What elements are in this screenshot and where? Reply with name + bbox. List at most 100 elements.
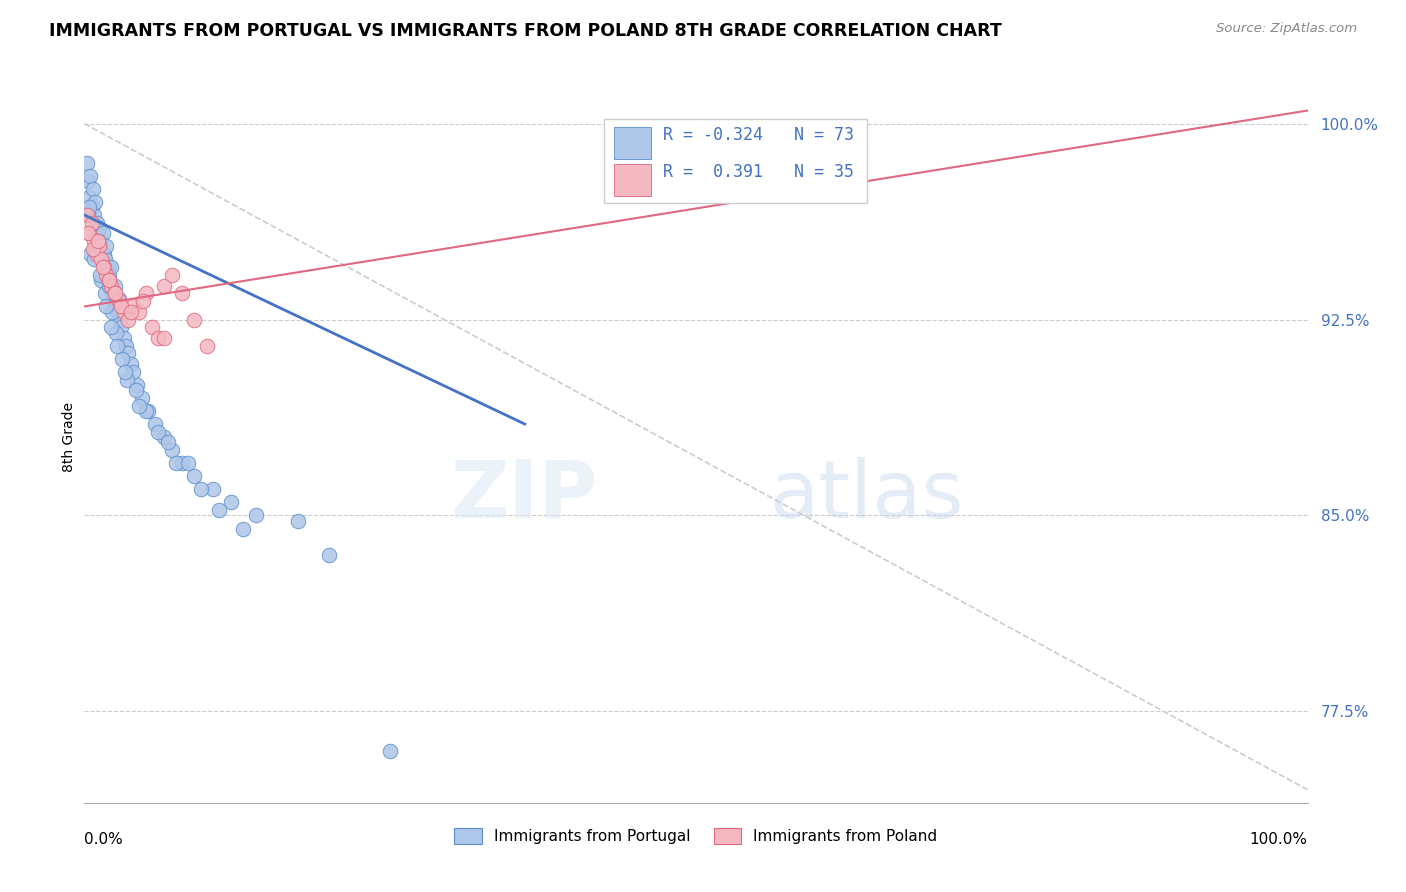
Point: [177, 456, 200, 470]
Point: [82, 242, 104, 256]
Point: [135, 286, 157, 301]
Point: [114, 365, 136, 379]
Point: [115, 339, 138, 353]
Point: [183, 312, 205, 326]
Point: [190, 483, 212, 497]
Text: 0.0%: 0.0%: [84, 832, 124, 847]
Point: [111, 351, 134, 366]
Point: [162, 268, 184, 282]
Point: [110, 300, 132, 314]
Text: R = -0.324: R = -0.324: [664, 126, 763, 144]
Point: [77, 190, 100, 204]
Point: [83, 234, 105, 248]
Point: [115, 373, 138, 387]
Point: [83, 252, 105, 267]
Point: [97, 278, 120, 293]
Point: [165, 456, 187, 470]
Point: [80, 200, 103, 214]
Point: [153, 331, 176, 345]
Point: [156, 435, 179, 450]
Point: [87, 234, 110, 248]
Point: [287, 514, 309, 528]
Point: [183, 469, 205, 483]
Point: [96, 300, 118, 314]
Point: [125, 377, 148, 392]
Point: [104, 286, 127, 301]
Point: [219, 495, 242, 509]
Point: [97, 273, 120, 287]
Point: [107, 292, 129, 306]
Point: [117, 312, 139, 326]
Point: [245, 508, 267, 523]
Point: [97, 268, 120, 282]
Point: [195, 339, 218, 353]
Text: Source: ZipAtlas.com: Source: ZipAtlas.com: [1216, 22, 1357, 36]
Point: [105, 339, 128, 353]
Point: [77, 227, 100, 241]
Point: [107, 294, 129, 309]
Point: [96, 268, 118, 282]
Point: [91, 260, 114, 275]
Point: [132, 294, 155, 309]
Point: [91, 227, 114, 241]
Point: [93, 247, 115, 261]
Point: [84, 194, 107, 209]
Point: [77, 200, 100, 214]
Point: [108, 312, 131, 326]
Point: [82, 182, 104, 196]
Point: [100, 278, 122, 293]
Point: [105, 300, 128, 314]
Point: [84, 242, 107, 256]
Point: [104, 278, 127, 293]
Text: 100.0%: 100.0%: [1250, 832, 1308, 847]
Point: [103, 294, 125, 309]
Legend: Immigrants from Portugal, Immigrants from Poland: Immigrants from Portugal, Immigrants fro…: [449, 822, 943, 850]
Point: [162, 443, 184, 458]
Point: [112, 331, 135, 345]
Point: [89, 268, 111, 282]
Text: R =  0.391: R = 0.391: [664, 162, 763, 180]
Point: [105, 326, 128, 340]
Point: [120, 304, 142, 318]
Point: [94, 286, 117, 301]
Point: [208, 503, 231, 517]
Point: [94, 252, 117, 267]
Point: [232, 522, 254, 536]
Point: [76, 155, 98, 169]
Y-axis label: 8th Grade: 8th Grade: [62, 402, 76, 472]
Point: [90, 242, 112, 256]
Point: [172, 456, 194, 470]
Text: N = 35: N = 35: [794, 162, 853, 180]
Point: [87, 234, 110, 248]
Point: [128, 304, 150, 318]
Point: [101, 286, 124, 301]
Point: [77, 227, 100, 241]
Point: [110, 320, 132, 334]
Point: [105, 304, 128, 318]
FancyBboxPatch shape: [614, 127, 651, 159]
Point: [87, 227, 110, 241]
Point: [201, 483, 224, 497]
Point: [90, 273, 112, 287]
Point: [80, 216, 103, 230]
Point: [153, 278, 176, 293]
Point: [120, 357, 142, 371]
Point: [135, 404, 157, 418]
Point: [77, 208, 100, 222]
Point: [117, 346, 139, 360]
Point: [141, 320, 163, 334]
Text: atlas: atlas: [769, 457, 963, 534]
Point: [79, 169, 101, 183]
Point: [96, 239, 118, 253]
Point: [122, 300, 145, 314]
Text: ZIP: ZIP: [451, 457, 598, 534]
Point: [131, 391, 153, 405]
Point: [86, 216, 108, 230]
Point: [380, 743, 402, 757]
Point: [101, 304, 124, 318]
Point: [76, 208, 98, 222]
Point: [125, 383, 148, 397]
Point: [104, 286, 127, 301]
FancyBboxPatch shape: [605, 119, 868, 203]
Point: [86, 247, 108, 261]
